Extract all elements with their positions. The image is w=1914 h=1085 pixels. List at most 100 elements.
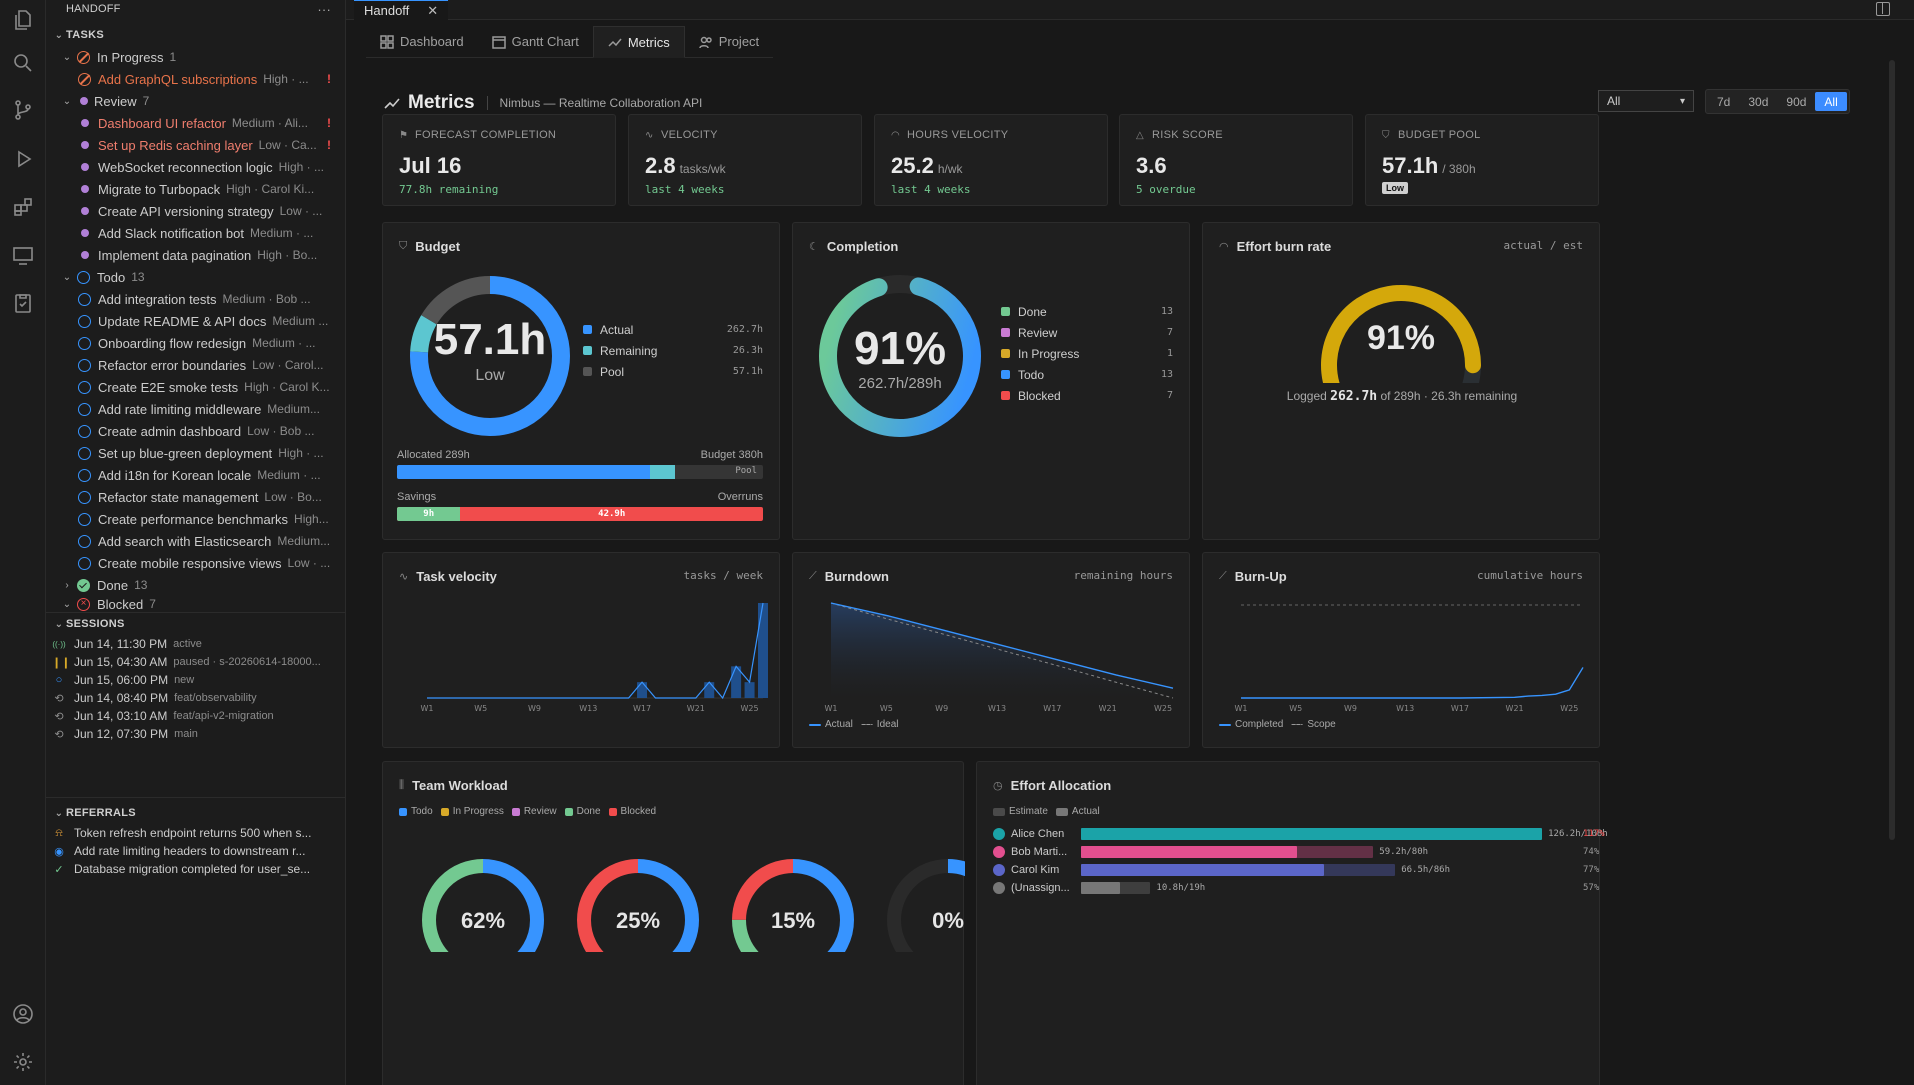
task-item[interactable]: Add rate limiting middleware Medium... [46, 398, 345, 420]
session-item[interactable]: ⟲ Jun 12, 07:30 PM main [46, 725, 345, 743]
workload-percent: 62% [461, 908, 505, 933]
task-item[interactable]: Add i18n for Korean locale Medium · ... [46, 464, 345, 486]
group-blocked[interactable]: ⌄ × Blocked 7 [46, 596, 345, 612]
kpi-value: 2.8 [645, 153, 676, 178]
kpi-unit: tasks/wk [679, 162, 726, 176]
referral-text: Database migration completed for user_se… [74, 862, 311, 876]
task-item[interactable]: Add Slack notification bot Medium · ... [46, 222, 345, 244]
allocation-row[interactable]: Carol Kim 66.5h/86h 77% [993, 862, 1914, 878]
session-meta: active [173, 638, 202, 650]
kpi-value: 57.1h [1382, 153, 1439, 178]
referral-item[interactable]: ◉ Add rate limiting headers to downstream… [46, 842, 345, 860]
allocation-value: 66.5h/86h [1401, 865, 1450, 875]
settings-gear-icon[interactable] [9, 1048, 37, 1076]
legend-swatch [511, 807, 520, 816]
group-in-progress[interactable]: ⌄ In Progress 1 [46, 46, 345, 68]
card-title: Effort Allocation [1010, 778, 1112, 793]
task-item[interactable]: Add search with Elasticsearch Medium... [46, 530, 345, 552]
task-item[interactable]: Refactor state management Low · Bo... [46, 486, 345, 508]
task-item[interactable]: Refactor error boundaries Low · Carol... [46, 354, 345, 376]
range-7d[interactable]: 7d [1717, 94, 1731, 109]
account-icon[interactable] [9, 1000, 37, 1028]
task-item[interactable]: Set up Redis caching layer Low · Ca...! [46, 134, 345, 156]
referrals-section-header[interactable]: ⌄ REFERRALS [46, 802, 345, 824]
tab-project[interactable]: Project [684, 26, 774, 58]
todo-circle-icon [78, 556, 91, 570]
task-item[interactable]: Add integration tests Medium · Bob ... [46, 288, 345, 310]
workload-percent: 0% [932, 908, 964, 933]
editor-tab-handoff[interactable]: Handoff ✕ [354, 0, 449, 20]
allocation-row[interactable]: Bob Marti... 59.2h/80h 74% [993, 844, 1914, 860]
task-item[interactable]: Create admin dashboard Low · Bob ... [46, 420, 345, 442]
priority-flag: ! [327, 72, 331, 86]
tab-metrics[interactable]: Metrics [592, 26, 685, 58]
effort-gauge [1321, 285, 1482, 383]
task-meta: Low · ... [287, 556, 331, 570]
sessions-section-header[interactable]: ⌄ SESSIONS [46, 613, 345, 635]
x-tick-label: W25 [741, 704, 759, 713]
task-item[interactable]: Set up blue-green deployment High · ... [46, 442, 345, 464]
todo-circle-icon [78, 358, 91, 372]
referral-item[interactable]: ⍾ Token refresh endpoint returns 500 when… [46, 824, 345, 842]
kpi-label: FORECAST COMPLETION [415, 129, 557, 141]
remote-explorer-icon[interactable] [9, 241, 37, 269]
page-header: Metrics Nimbus — Realtime Collaboration … [384, 92, 702, 114]
task-item[interactable]: Onboarding flow redesign Medium · ... [46, 332, 345, 354]
budget-center: 57.1h Low [395, 315, 585, 385]
session-item[interactable]: ❙❙ Jun 15, 04:30 AM paused · s-20260614-18… [46, 653, 345, 671]
legend-swatch [1001, 307, 1010, 316]
review-dot-icon [81, 141, 89, 149]
session-item[interactable]: ⟲ Jun 14, 03:10 AM feat/api-v2-migration [46, 707, 345, 725]
task-item[interactable]: Create performance benchmarks High... [46, 508, 345, 530]
task-item[interactable]: Dashboard UI refactor Medium · Ali...! [46, 112, 345, 134]
calendar-icon [491, 35, 506, 49]
referral-item[interactable]: ✓ Database migration completed for user_s… [46, 860, 345, 878]
task-meta: Medium ... [272, 314, 329, 328]
tab-dashboard[interactable]: Dashboard [366, 26, 478, 58]
range-30d[interactable]: 30d [1748, 94, 1769, 109]
task-item[interactable]: Create mobile responsive views Low · ... [46, 552, 345, 574]
status-filter-select[interactable]: All ▾ [1598, 90, 1694, 112]
more-actions-icon[interactable]: ··· [317, 1, 331, 17]
task-item[interactable]: Create API versioning strategy Low · ... [46, 200, 345, 222]
source-control-icon[interactable] [9, 96, 37, 124]
group-done[interactable]: › Done 13 [46, 574, 345, 596]
task-item[interactable]: WebSocket reconnection logic High · ... [46, 156, 345, 178]
allocation-row[interactable]: (Unassign... 10.8h/19h 57% [993, 880, 1914, 896]
session-item[interactable]: ((·)) Jun 14, 11:30 PM active [46, 635, 345, 653]
tasks-section-header[interactable]: ⌄ TASKS [46, 24, 345, 46]
explorer-icon[interactable] [9, 6, 37, 34]
split-editor-icon[interactable] [1876, 2, 1890, 16]
extensions-icon[interactable] [9, 193, 37, 221]
task-item[interactable]: Implement data pagination High · Bo... [46, 244, 345, 266]
task-item[interactable]: Update README & API docs Medium ... [46, 310, 345, 332]
session-item[interactable]: ⟲ Jun 14, 08:40 PM feat/observability [46, 689, 345, 707]
task-item[interactable]: Migrate to Turbopack High · Carol Ki... [46, 178, 345, 200]
session-item[interactable]: ○ Jun 15, 06:00 PM new [46, 671, 345, 689]
allocation-row[interactable]: Alice Chen 126.2h/108h 117% [993, 826, 1914, 842]
group-review[interactable]: ⌄ Review 7 [46, 90, 345, 112]
task-item[interactable]: Create E2E smoke tests High · Carol K... [46, 376, 345, 398]
handoff-icon[interactable] [9, 289, 37, 317]
card-title: Task velocity [416, 569, 497, 584]
x-tick-label: W1 [421, 704, 434, 713]
sessions-section-label: SESSIONS [66, 618, 125, 630]
tab-gantt-chart[interactable]: Gantt Chart [477, 26, 593, 58]
kpi-value: 25.2 [891, 153, 934, 178]
allocation-bar [1081, 882, 1151, 894]
run-debug-icon[interactable] [9, 145, 37, 173]
range-90d[interactable]: 90d [1786, 94, 1807, 109]
x-tick-label: W9 [1344, 704, 1357, 713]
task-item[interactable]: Add GraphQL subscriptions High · ...! [46, 68, 345, 90]
circle-icon: ○ [55, 674, 63, 686]
search-icon[interactable] [9, 49, 37, 77]
range-all[interactable]: All [1815, 92, 1847, 111]
close-icon[interactable]: ✕ [427, 2, 439, 18]
trend-icon [384, 98, 400, 109]
group-todo[interactable]: ⌄ Todo 13 [46, 266, 345, 288]
workload-donuts: 62% 25% 15% 0% [422, 859, 965, 952]
vertical-scrollbar[interactable] [1889, 60, 1895, 840]
legend-name: Pool [600, 364, 625, 379]
completion-center: 91% 262.7h/289h [805, 321, 995, 392]
x-tick-label: W21 [1099, 704, 1117, 713]
